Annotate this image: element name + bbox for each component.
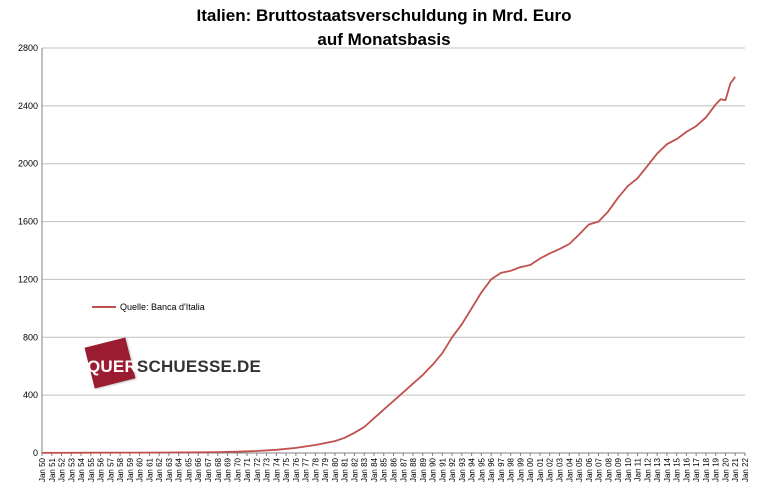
x-tick-label: Jan 19	[712, 457, 721, 482]
x-tick-label: Jan 57	[106, 457, 115, 482]
x-tick-label: Jan 97	[497, 457, 506, 482]
x-tick-label: Jan 71	[243, 457, 252, 482]
x-tick-label: Jan 76	[292, 457, 301, 482]
x-tick-label: Jan 60	[136, 457, 145, 482]
x-tick-label: Jan 69	[224, 457, 233, 482]
x-tick-label: Jan 04	[565, 457, 574, 482]
watermark-logo: QUERSCHUESSE.DE	[83, 337, 343, 396]
x-tick-label: Jan 70	[233, 457, 242, 482]
y-tick-label: 2400	[18, 101, 38, 111]
x-tick-label: Jan 90	[429, 457, 438, 482]
y-tick-label: 1200	[18, 274, 38, 284]
x-tick-label: Jan 96	[487, 457, 496, 482]
x-tick-label: Jan 89	[419, 457, 428, 482]
x-tick-label: Jan 53	[67, 457, 76, 482]
x-tick-label: Jan 63	[165, 457, 174, 482]
series-line	[41, 76, 736, 454]
x-tick-label: Jan 77	[302, 457, 311, 482]
x-tick-label: Jan 88	[409, 457, 418, 482]
x-tick-label: Jan 21	[731, 457, 740, 482]
x-tick-label: Jan 81	[341, 457, 350, 482]
y-tick-label: 800	[23, 332, 38, 342]
x-tick-label: Jan 56	[97, 457, 106, 482]
x-tick-label: Jan 00	[526, 457, 535, 482]
logo-text-part-a: QUER	[87, 357, 137, 376]
x-tick-label: Jan 98	[507, 457, 516, 482]
x-tick-label: Jan 52	[58, 457, 67, 482]
y-tick-label: 2800	[18, 43, 38, 53]
x-tick-label: Jan 95	[477, 457, 486, 482]
x-tick-label: Jan 85	[380, 457, 389, 482]
x-tick-label: Jan 73	[263, 457, 272, 482]
x-tick-label: Jan 10	[624, 457, 633, 482]
x-tick-label: Jan 91	[438, 457, 447, 482]
logo-text-part-b: SCHUESSE.DE	[136, 357, 261, 376]
x-tick-label: Jan 65	[184, 457, 193, 482]
x-tick-label: Jan 17	[692, 457, 701, 482]
y-tick-label: 0	[33, 448, 38, 458]
x-tick-label: Jan 58	[116, 457, 125, 482]
y-tick-label: 1600	[18, 217, 38, 227]
x-tick-label: Jan 07	[595, 457, 604, 482]
x-tick-label: Jan 12	[643, 457, 652, 482]
x-tick-label: Jan 50	[38, 457, 47, 482]
x-tick-label: Jan 02	[546, 457, 555, 482]
x-tick-label: Jan 54	[77, 457, 86, 482]
x-tick-label: Jan 64	[175, 457, 184, 482]
x-tick-label: Jan 16	[682, 457, 691, 482]
x-tick-label: Jan 80	[331, 457, 340, 482]
x-tick-label: Jan 84	[370, 457, 379, 482]
x-tick-label: Jan 22	[741, 457, 750, 482]
x-tick-label: Jan 79	[321, 457, 330, 482]
legend-swatch	[92, 306, 116, 308]
x-tick-label: Jan 75	[282, 457, 291, 482]
x-tick-label: Jan 05	[575, 457, 584, 482]
legend-label: Quelle: Banca d'Italia	[120, 302, 205, 312]
x-tick-label: Jan 61	[145, 457, 154, 482]
x-tick-label: Jan 87	[399, 457, 408, 482]
x-tick-label: Jan 55	[87, 457, 96, 482]
x-tick-label: Jan 51	[48, 457, 57, 482]
x-tick-label: Jan 93	[458, 457, 467, 482]
x-tick-label: Jan 03	[555, 457, 564, 482]
x-tick-label: Jan 06	[585, 457, 594, 482]
x-tick-label: Jan 09	[614, 457, 623, 482]
x-tick-label: Jan 68	[214, 457, 223, 482]
chart-title: Italien: Bruttostaatsverschuldung in Mrd…	[196, 6, 572, 25]
x-tick-label: Jan 08	[604, 457, 613, 482]
x-tick-label: Jan 86	[390, 457, 399, 482]
x-tick-label: Jan 20	[721, 457, 730, 482]
x-tick-label: Jan 14	[663, 457, 672, 482]
x-tick-label: Jan 82	[350, 457, 359, 482]
x-tick-label: Jan 66	[194, 457, 203, 482]
x-tick-label: Jan 18	[702, 457, 711, 482]
logo-text: QUERSCHUESSE.DE	[87, 357, 261, 377]
x-tick-label: Jan 01	[536, 457, 545, 482]
x-tick-label: Jan 67	[204, 457, 213, 482]
x-tick-label: Jan 62	[155, 457, 164, 482]
x-tick-label: Jan 15	[673, 457, 682, 482]
x-tick-label: Jan 72	[253, 457, 262, 482]
y-tick-label: 400	[23, 390, 38, 400]
x-tick-label: Jan 94	[468, 457, 477, 482]
x-tick-label: Jan 83	[360, 457, 369, 482]
x-tick-label: Jan 13	[653, 457, 662, 482]
x-tick-label: Jan 92	[448, 457, 457, 482]
y-tick-label: 2000	[18, 159, 38, 169]
chart-subtitle: auf Monatsbasis	[317, 30, 451, 49]
x-tick-label: Jan 74	[272, 457, 281, 482]
legend: Quelle: Banca d'Italia	[92, 302, 205, 312]
x-tick-label: Jan 11	[634, 457, 643, 481]
x-tick-label: Jan 99	[516, 457, 525, 482]
x-tick-label: Jan 59	[126, 457, 135, 482]
x-tick-label: Jan 78	[311, 457, 320, 482]
